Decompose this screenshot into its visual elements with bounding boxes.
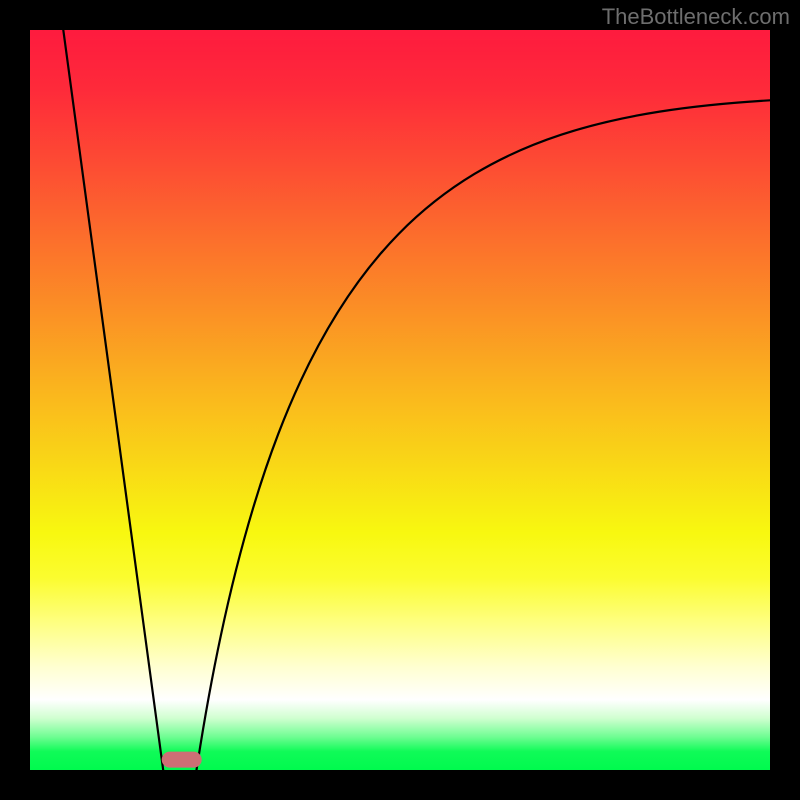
target-marker xyxy=(162,752,202,768)
watermark-label: TheBottleneck.com xyxy=(602,4,790,29)
heat-background xyxy=(30,30,770,770)
